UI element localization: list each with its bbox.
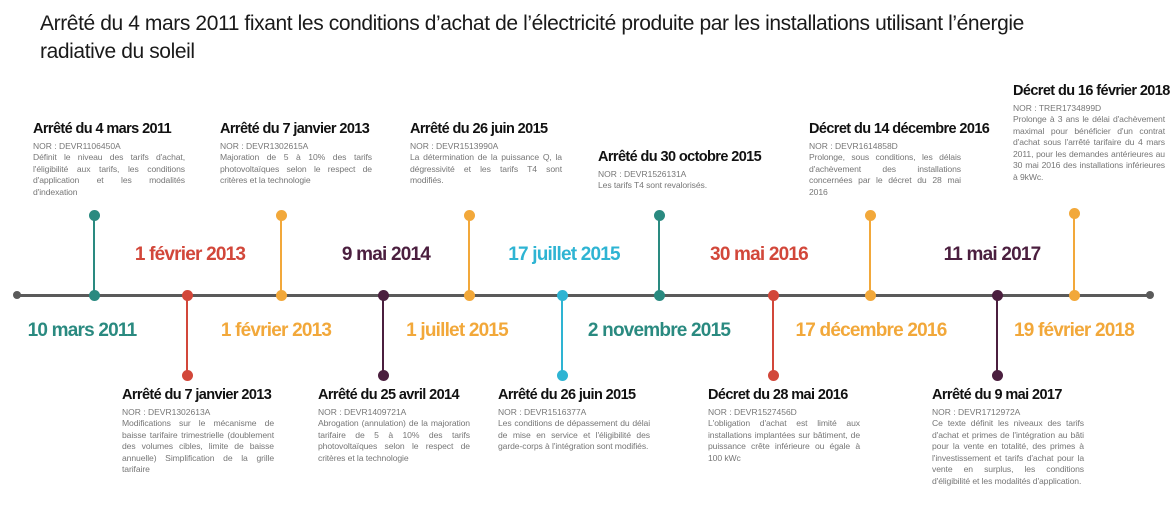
event-card-nor: NOR : DEVR1106450A bbox=[33, 141, 121, 151]
event-card: Arrêté du 30 octobre 2015 NOR : DEVR15261… bbox=[598, 148, 762, 192]
event-card: Arrêté du 26 juin 2015 NOR : DEVR1516377A… bbox=[498, 386, 650, 453]
event-card-text: Prolonge à 3 ans le délai d'achèvement m… bbox=[1013, 114, 1165, 182]
event-card-nor: NOR : DEVR1302613A bbox=[122, 407, 211, 417]
event-card-nor: NOR : DEVR1302615A bbox=[220, 141, 309, 151]
timeline-start-dot bbox=[13, 291, 21, 299]
event-card: Arrêté du 7 janvier 2013 NOR : DEVR130261… bbox=[220, 120, 372, 187]
event-end-dot bbox=[463, 209, 475, 221]
timeline-end-dot bbox=[1146, 291, 1154, 299]
timeline-axis bbox=[17, 294, 1150, 297]
event-connector bbox=[772, 295, 774, 375]
event-card-text: Définit le niveau des tarifs d'achat, l'… bbox=[33, 152, 185, 197]
event-end-dot bbox=[88, 209, 100, 221]
event-card: Arrêté du 25 avril 2014 NOR : DEVR1409721… bbox=[318, 386, 470, 464]
event-card: Décret du 16 février 2018 NOR : TRER17348… bbox=[1013, 82, 1170, 184]
event-axis-dot bbox=[377, 289, 389, 301]
event-end-dot bbox=[864, 209, 876, 221]
event-date-label: 1 juillet 2015 bbox=[406, 320, 509, 341]
event-axis-dot bbox=[556, 289, 568, 301]
page-title: Arrêté du 4 mars 2011 fixant les conditi… bbox=[40, 12, 1024, 63]
event-card-nor: NOR : DEVR1614858D bbox=[809, 141, 898, 151]
event-connector bbox=[186, 295, 188, 375]
event-card-nor: NOR : DEVR1526131A bbox=[598, 169, 687, 179]
event-connector bbox=[93, 215, 95, 295]
event-connector bbox=[382, 295, 384, 375]
event-card-title: Arrêté du 7 janvier 2013 bbox=[122, 387, 272, 403]
event-card-title: Décret du 16 février 2018 bbox=[1013, 83, 1170, 99]
event-card-text: Majoration de 5 à 10% des tarifs photovo… bbox=[220, 152, 372, 186]
event-end-dot bbox=[181, 369, 193, 381]
event-date-label: 1 février 2013 bbox=[220, 320, 332, 341]
event-axis-dot bbox=[864, 289, 876, 301]
event-axis-dot bbox=[275, 289, 287, 301]
event-card-text: L'obligation d'achat est limité aux inst… bbox=[708, 418, 860, 463]
event-date-label: 17 juillet 2015 bbox=[508, 244, 620, 265]
event-card-title: Arrêté du 25 avril 2014 bbox=[318, 387, 460, 403]
event-end-dot bbox=[991, 369, 1003, 381]
event-card-text: La détermination de la puissance Q, la d… bbox=[410, 152, 562, 186]
event-end-dot bbox=[556, 369, 568, 381]
event-date-label: 1 février 2013 bbox=[134, 244, 246, 265]
event-date-label: 10 mars 2011 bbox=[27, 320, 138, 341]
event-card: Arrêté du 7 janvier 2013 NOR : DEVR130261… bbox=[122, 386, 274, 476]
event-card-nor: NOR : DEVR1513990A bbox=[410, 141, 499, 151]
event-card-nor: NOR : DEVR1527456D bbox=[708, 407, 797, 417]
event-axis-dot bbox=[463, 289, 475, 301]
event-card-title: Arrêté du 9 mai 2017 bbox=[932, 387, 1062, 403]
event-date-label: 9 mai 2014 bbox=[341, 244, 431, 265]
event-card: Arrêté du 4 mars 2011 NOR : DEVR1106450A D… bbox=[33, 120, 185, 198]
event-date-label: 11 mai 2017 bbox=[943, 244, 1042, 265]
event-card-title: Arrêté du 7 janvier 2013 bbox=[220, 121, 370, 137]
event-card-text: Abrogation (annulation) de la majoration… bbox=[318, 418, 470, 463]
event-card: Arrêté du 26 juin 2015 NOR : DEVR1513990A… bbox=[410, 120, 562, 187]
event-card-title: Arrêté du 26 juin 2015 bbox=[410, 121, 548, 137]
event-end-dot bbox=[275, 209, 287, 221]
event-card-title: Arrêté du 4 mars 2011 bbox=[33, 121, 172, 137]
event-card-nor: NOR : DEVR1712972A bbox=[932, 407, 1021, 417]
event-connector bbox=[468, 215, 470, 295]
event-connector bbox=[1073, 213, 1075, 295]
event-date-label: 30 mai 2016 bbox=[710, 244, 809, 265]
event-card-text: Les tarifs T4 sont revalorisés. bbox=[598, 180, 707, 190]
event-card-title: Arrêté du 26 juin 2015 bbox=[498, 387, 636, 403]
event-card-nor: NOR : TRER1734899D bbox=[1013, 103, 1102, 113]
event-card-title: Décret du 28 mai 2016 bbox=[708, 387, 848, 403]
event-card: Arrêté du 9 mai 2017 NOR : DEVR1712972A Ce… bbox=[932, 386, 1084, 488]
event-axis-dot bbox=[991, 289, 1003, 301]
event-card: Décret du 28 mai 2016 NOR : DEVR1527456D L… bbox=[708, 386, 860, 464]
event-card-nor: NOR : DEVR1516377A bbox=[498, 407, 587, 417]
event-axis-dot bbox=[767, 289, 779, 301]
event-end-dot bbox=[1068, 207, 1080, 219]
event-card-title: Décret du 14 décembre 2016 bbox=[809, 121, 990, 137]
event-connector bbox=[280, 215, 282, 295]
event-card: Décret du 14 décembre 2016 NOR : DEVR1614… bbox=[809, 120, 990, 198]
event-connector bbox=[869, 215, 871, 295]
event-date-label: 2 novembre 2015 bbox=[587, 320, 731, 341]
event-end-dot bbox=[767, 369, 779, 381]
event-card-nor: NOR : DEVR1409721A bbox=[318, 407, 407, 417]
event-date-label: 19 février 2018 bbox=[1013, 320, 1135, 341]
event-card-text: Modifications sur le mécanisme de baisse… bbox=[122, 418, 274, 475]
event-end-dot bbox=[377, 369, 389, 381]
event-connector bbox=[658, 215, 660, 295]
event-card-text: Prolonge, sous conditions, les délais d'… bbox=[809, 152, 961, 197]
event-connector bbox=[996, 295, 998, 375]
event-axis-dot bbox=[1068, 289, 1080, 301]
event-card-title: Arrêté du 30 octobre 2015 bbox=[598, 149, 762, 165]
event-axis-dot bbox=[653, 289, 665, 301]
event-date-label: 17 décembre 2016 bbox=[795, 320, 948, 341]
event-axis-dot bbox=[88, 289, 100, 301]
event-axis-dot bbox=[181, 289, 193, 301]
event-card-text: Les conditions de dépassement du délai d… bbox=[498, 418, 650, 452]
event-card-text: Ce texte définit les niveaux des tarifs … bbox=[932, 418, 1084, 486]
event-connector bbox=[561, 295, 563, 375]
event-end-dot bbox=[653, 209, 665, 221]
